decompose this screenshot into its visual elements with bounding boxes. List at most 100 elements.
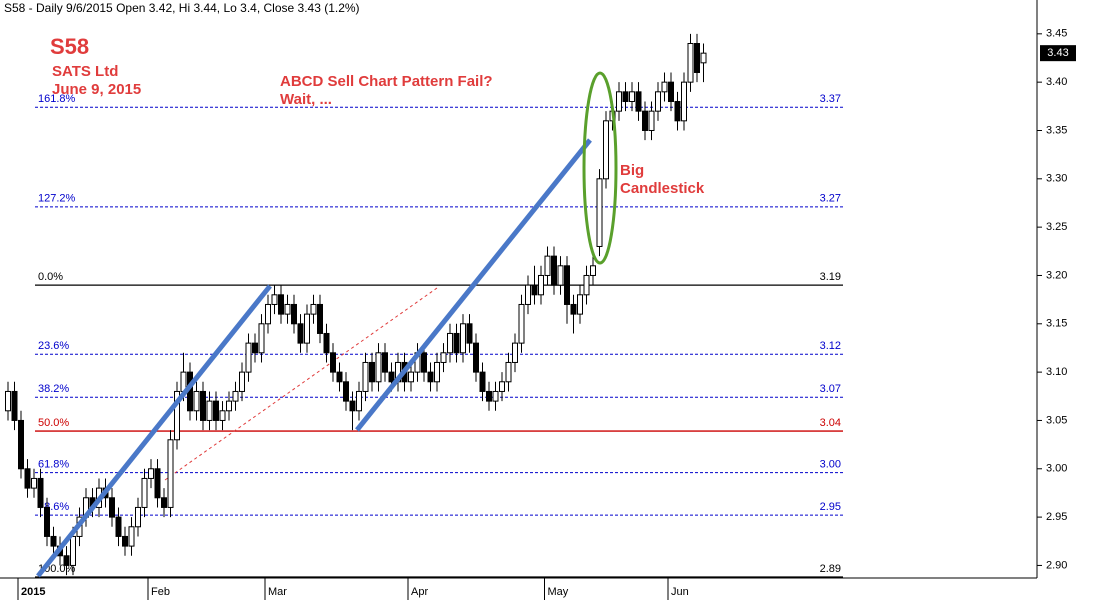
candle-body: [245, 342, 252, 373]
candle-body: [252, 342, 258, 354]
candle-body: [167, 439, 174, 508]
level-value-label: 3.04: [820, 417, 841, 429]
candle-body: [37, 477, 44, 508]
candle-body: [258, 323, 265, 354]
symbol: S58: [50, 34, 89, 59]
candle-body: [596, 178, 603, 247]
candle-body: [193, 390, 200, 412]
candle-body: [453, 332, 460, 354]
level-label: 23.6%: [38, 340, 69, 352]
candle-body: [388, 371, 395, 383]
level-label: 161.8%: [38, 93, 76, 105]
y-tick-label: 3.25: [1046, 221, 1067, 233]
candle-body: [50, 535, 57, 547]
level-value-label: 3.27: [820, 193, 841, 205]
x-tick-label: Mar: [268, 586, 287, 598]
candle-body: [492, 390, 499, 402]
candle-body: [447, 332, 453, 354]
candle-body: [544, 255, 551, 276]
candle-body: [583, 274, 590, 296]
x-tick-label: Apr: [411, 586, 428, 598]
date: June 9, 2015: [52, 81, 141, 98]
x-tick-label: Jun: [671, 586, 689, 598]
candle-body: [674, 100, 681, 122]
candle-body: [349, 400, 356, 412]
candle-body: [44, 506, 50, 537]
annotation: Candlestick: [620, 180, 705, 197]
y-tick-label: 3.35: [1046, 124, 1067, 136]
candle-body: [161, 497, 167, 508]
y-tick-label: 3.45: [1046, 28, 1067, 40]
level-value-label: 3.00: [820, 459, 841, 471]
candle-body: [408, 371, 414, 383]
candle-body: [284, 303, 291, 315]
level-label: 0.0%: [38, 271, 63, 283]
candle-body: [265, 303, 271, 325]
candle-body: [323, 332, 330, 354]
candle-body: [70, 535, 76, 566]
candle-body: [525, 284, 531, 305]
trend-line: [355, 138, 592, 432]
level-label: 38.2%: [38, 383, 69, 395]
candle-body: [362, 361, 369, 392]
candle-body: [278, 294, 284, 315]
candle-body: [486, 390, 492, 402]
candle-body: [128, 526, 135, 547]
candle-body: [694, 42, 700, 73]
annotation: Wait, ...: [280, 91, 332, 108]
y-tick-label: 3.05: [1046, 414, 1067, 426]
candle-body: [304, 313, 310, 344]
annotation: ABCD Sell Chart Pattern Fail?: [280, 73, 493, 90]
candle-body: [648, 110, 655, 131]
candle-body: [590, 265, 596, 276]
candle-body: [629, 91, 635, 102]
y-tick-label: 3.40: [1046, 76, 1067, 88]
candle-body: [434, 361, 440, 383]
candle-body: [551, 255, 557, 286]
candle-body: [174, 390, 180, 441]
level-value-label: 3.19: [820, 271, 841, 283]
candle-body: [538, 274, 544, 296]
candle-body: [531, 284, 538, 296]
trend-line: [164, 287, 438, 481]
candle-body: [271, 294, 278, 305]
candle-body: [375, 352, 382, 383]
candle-body: [206, 400, 213, 421]
candle-body: [635, 91, 642, 112]
level-value-label: 2.95: [820, 501, 841, 513]
candle-body: [642, 110, 648, 131]
candle-body: [336, 371, 343, 383]
candle-body: [687, 42, 694, 83]
candle-body: [297, 323, 304, 344]
candle-body: [681, 81, 687, 122]
y-tick-label: 2.95: [1046, 511, 1067, 523]
candle-body: [5, 390, 11, 412]
candle-body: [518, 303, 525, 344]
candle-body: [310, 303, 317, 315]
candle-body: [200, 390, 206, 421]
candle-body: [18, 419, 24, 470]
price-tag: [1040, 45, 1076, 62]
candle-body: [343, 381, 349, 402]
highlight-ellipse: [582, 71, 618, 265]
candles: [5, 33, 707, 576]
level-label: 127.2%: [38, 193, 76, 205]
y-tick-label: 3.20: [1046, 269, 1067, 281]
level-value-label: 2.89: [820, 563, 841, 575]
candle-body: [219, 410, 226, 421]
candle-body: [668, 81, 674, 102]
candle-body: [557, 265, 564, 286]
candle-body: [700, 52, 707, 64]
level-value-label: 3.07: [820, 383, 841, 395]
x-tick-label: Feb: [151, 586, 170, 598]
candle-body: [115, 516, 122, 537]
y-tick-label: 3.00: [1046, 463, 1067, 475]
candle-body: [622, 91, 629, 102]
candle-body: [239, 371, 245, 392]
candle-body: [466, 323, 473, 344]
candle-body: [427, 371, 434, 383]
annotation: Big: [620, 162, 644, 179]
candle-body: [616, 91, 622, 112]
